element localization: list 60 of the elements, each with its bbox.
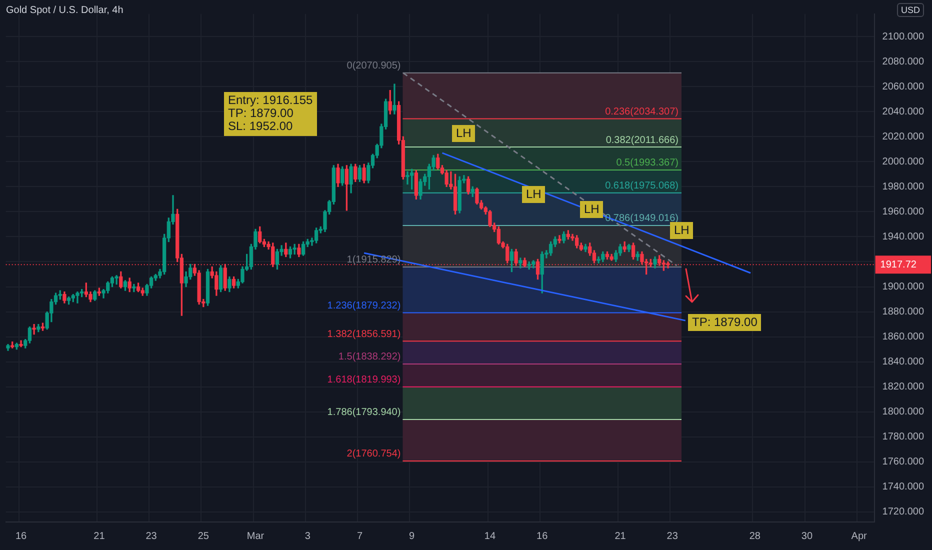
y-tick-label: 1960.000	[882, 206, 924, 218]
x-tick-label: Apr	[851, 530, 868, 542]
annotation: LH	[522, 186, 546, 204]
y-tick-label: 1820.000	[882, 382, 924, 393]
ref-line-label: 0(2070.905)	[346, 60, 401, 72]
y-tick-label: 1760.000	[882, 456, 924, 468]
x-tick-label: 3	[304, 530, 311, 542]
candlestick	[392, 84, 396, 114]
y-tick-label: 2080.000	[882, 56, 924, 68]
ref-line-label: 1(1915.829)	[346, 254, 401, 266]
candlestick	[114, 275, 118, 285]
x-tick-label: 25	[198, 530, 210, 542]
y-tick-label: 2020.000	[882, 131, 924, 142]
y-tick-label: 1780.000	[882, 432, 924, 443]
x-tick-label: 21	[614, 530, 626, 542]
y-axis-title: USD	[896, 3, 924, 17]
candlestick	[666, 261, 670, 268]
y-tick-label: 1980.000	[882, 181, 924, 192]
x-tick-label: 16	[536, 530, 548, 542]
ref-line-label: 1.382(1856.591)	[327, 328, 401, 340]
x-tick-label: 7	[356, 530, 363, 542]
candlestick	[32, 324, 36, 335]
y-tick-label: 1900.000	[882, 282, 924, 293]
y-tick-label: 1840.000	[882, 356, 924, 368]
y-tick-label: 2040.000	[882, 106, 924, 118]
y-tick-label: 1880.000	[882, 306, 924, 318]
x-tick-label: 23	[146, 530, 158, 542]
annotation: Entry: 1916.155 TP: 1879.00 SL: 1952.00	[224, 92, 317, 136]
x-tick-label: 16	[15, 530, 28, 542]
ref-line-label: 0.618(1975.068)	[605, 180, 678, 192]
annotation: LH	[580, 201, 604, 218]
annotation: TP: 1879.00	[688, 314, 762, 332]
ref-line-label: 0.236(2034.307)	[605, 106, 678, 118]
y-tick-label: 2100.000	[882, 31, 924, 42]
ref-line-label: 1.5(1838.292)	[338, 352, 401, 363]
y-tick-label: 1940.000	[882, 231, 924, 242]
ref-line-label: 1.786(1793.940)	[327, 407, 401, 418]
x-tick-label: 21	[94, 530, 106, 542]
ref-line-label: 1.236(1879.232)	[327, 300, 401, 312]
chart-title: Gold Spot / U.S. Dollar, 4h	[6, 5, 124, 16]
y-tick-label: 2060.000	[882, 81, 924, 92]
y-tick-label: 1860.000	[882, 332, 924, 343]
x-tick-label: 23	[666, 530, 678, 542]
x-tick-label: 14	[484, 530, 496, 542]
annotation: LH	[670, 222, 694, 240]
ref-line-label: 1.618(1819.993)	[327, 374, 401, 386]
ref-line-label: 0.382(2011.666)	[606, 134, 678, 146]
candlestick	[558, 235, 562, 244]
y-tick-label: 1740.000	[882, 482, 924, 493]
x-tick-label: 9	[409, 530, 416, 542]
y-tick-label: 1720.000	[882, 506, 924, 518]
annotation: LH	[452, 125, 476, 142]
x-tick-label: 28	[749, 530, 761, 542]
ref-line-label: 2(1760.754)	[346, 448, 401, 460]
x-tick-label: 30	[801, 530, 813, 542]
y-tick-label: 1800.000	[882, 406, 924, 418]
ref-line-label: 0.5(1993.367)	[616, 158, 678, 169]
ref-line-label: 1917.72	[880, 259, 917, 270]
y-tick-label: 2000.000	[882, 156, 924, 168]
x-tick-label: Mar	[246, 530, 265, 542]
